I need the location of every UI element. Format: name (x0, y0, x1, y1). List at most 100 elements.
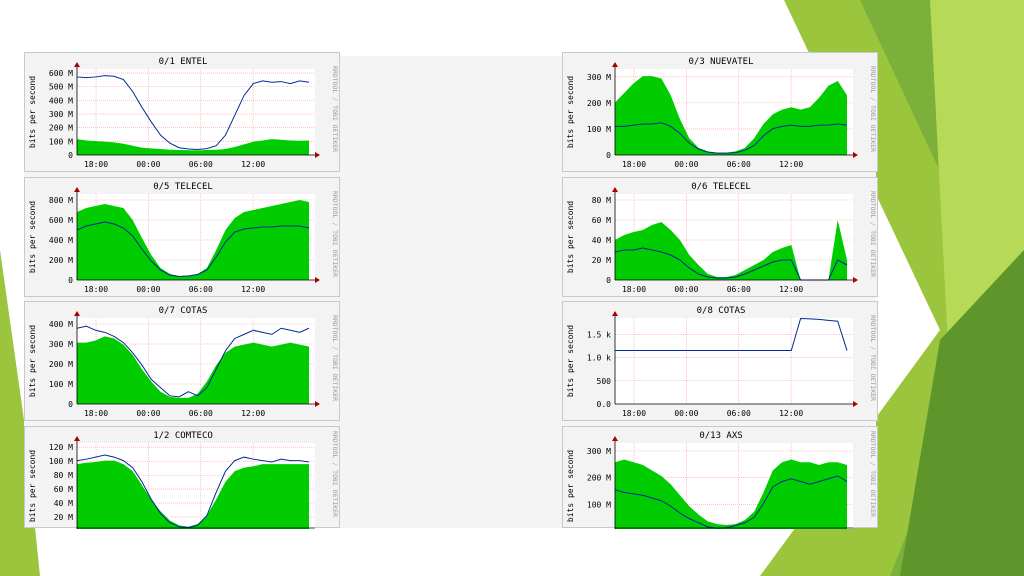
y-axis-arrow (74, 187, 80, 192)
graph-title: 0/6 TELECEL (691, 182, 751, 192)
graph-canvas: 1/2 COMTECO bits per second RRDTOOL / TOBI… (28, 431, 339, 529)
x-tick-label: 12:00 (779, 160, 803, 169)
rrdtool-credit: RRDTOOL / TOBI OETIKER (869, 431, 877, 517)
x-tick-label: 12:00 (779, 285, 803, 294)
y-axis-label: bits per second (566, 450, 575, 522)
inbound-area (77, 200, 309, 280)
traffic-graph: 0/7 COTAS bits per second RRDTOOL / TOBI O… (24, 301, 340, 421)
y-axis-label: bits per second (28, 201, 37, 273)
graph-title: 0/5 TELECEL (153, 182, 213, 192)
inbound-area (615, 220, 847, 280)
graph-title: 0/7 COTAS (159, 306, 208, 316)
y-tick-label: 200 M (49, 360, 73, 369)
y-tick-label: 0.0 (597, 400, 612, 409)
y-axis-label: bits per second (28, 76, 37, 148)
x-tick-label: 18:00 (84, 409, 108, 418)
graph-title: 1/2 COMTECO (153, 431, 213, 441)
x-tick-label: 12:00 (779, 409, 803, 418)
y-tick-label: 0 (68, 276, 73, 285)
y-axis-arrow (74, 62, 80, 67)
rrdtool-credit: RRDTOOL / TOBI OETIKER (331, 315, 339, 401)
x-tick-label: 00:00 (136, 409, 160, 418)
x-tick-label: 12:00 (241, 160, 265, 169)
graph-canvas: 0/5 TELECEL bits per second RRDTOOL / TOBI… (28, 182, 339, 294)
inbound-area (615, 459, 847, 529)
y-tick-label: 400 M (49, 320, 73, 329)
y-axis-arrow (74, 436, 80, 441)
y-tick-label: 300 M (587, 73, 611, 82)
x-tick-label: 18:00 (84, 160, 108, 169)
y-tick-label: 500 M (49, 83, 73, 92)
traffic-graph: 0/1 ENTEL bits per second RRDTOOL / TOBI O… (24, 52, 340, 172)
x-tick-label: 06:00 (727, 409, 751, 418)
outbound-line (614, 475, 848, 529)
y-axis-arrow (612, 62, 618, 67)
y-tick-label: 400 M (49, 236, 73, 245)
y-tick-label: 0 (68, 151, 73, 160)
plot-area (615, 318, 853, 404)
y-axis-label: bits per second (28, 450, 37, 522)
graph-canvas: 0/13 AXS bits per second RRDTOOL / TOBI OE… (566, 431, 877, 529)
y-tick-label: 0 (606, 276, 611, 285)
graph-title: 0/8 COTAS (697, 306, 746, 316)
x-tick-label: 00:00 (136, 285, 160, 294)
traffic-graph: 0/6 TELECEL bits per second RRDTOOL / TOBI… (562, 177, 878, 297)
traffic-graph: 0/3 NUEVATEL bits per second RRDTOOL / TOB… (562, 52, 878, 172)
inbound-area (77, 460, 309, 529)
y-axis-arrow (612, 311, 618, 316)
y-tick-label: 200 M (49, 256, 73, 265)
outbound-line (615, 317, 848, 352)
y-tick-label: 800 M (49, 196, 73, 205)
y-axis-arrow (74, 311, 80, 316)
y-tick-label: 60 M (54, 485, 73, 494)
y-axis-label: bits per second (566, 76, 575, 148)
y-tick-label: 100 M (49, 380, 73, 389)
graph-canvas: 0/6 TELECEL bits per second RRDTOOL / TOBI… (566, 182, 877, 294)
y-tick-label: 60 M (592, 216, 611, 225)
rrdtool-credit: RRDTOOL / TOBI OETIKER (331, 66, 339, 152)
y-tick-label: 20 M (592, 256, 611, 265)
y-axis-arrow (612, 436, 618, 441)
x-axis-arrow (853, 401, 858, 407)
x-tick-label: 18:00 (84, 285, 108, 294)
y-axis-label: bits per second (566, 201, 575, 273)
graph-canvas: 0/3 NUEVATEL bits per second RRDTOOL / TOB… (566, 57, 877, 169)
traffic-graph: 0/13 AXS bits per second RRDTOOL / TOBI OE… (562, 426, 878, 529)
y-tick-label: 0 (606, 151, 611, 160)
inbound-area (615, 76, 847, 155)
graph-title: 0/3 NUEVATEL (688, 57, 753, 67)
y-tick-label: 100 M (587, 500, 611, 509)
y-tick-label: 400 M (49, 96, 73, 105)
x-tick-label: 06:00 (727, 160, 751, 169)
y-tick-label: 80 M (592, 196, 611, 205)
y-tick-label: 120 M (49, 443, 73, 452)
y-tick-label: 20 M (54, 513, 73, 522)
x-tick-label: 06:00 (189, 409, 213, 418)
rrdtool-credit: RRDTOOL / TOBI OETIKER (869, 191, 877, 277)
y-tick-label: 1.0 k (587, 354, 611, 363)
x-tick-label: 12:00 (241, 285, 265, 294)
rrdtool-credit: RRDTOOL / TOBI OETIKER (331, 431, 339, 517)
x-axis-arrow (315, 277, 320, 283)
y-tick-label: 1.5 k (587, 330, 611, 339)
x-axis-arrow (315, 401, 320, 407)
rrdtool-credit: RRDTOOL / TOBI OETIKER (869, 315, 877, 401)
graph-canvas: 0/1 ENTEL bits per second RRDTOOL / TOBI O… (28, 57, 339, 169)
y-tick-label: 300 M (49, 110, 73, 119)
graph-title: 0/1 ENTEL (159, 57, 208, 67)
inbound-area (77, 336, 309, 404)
y-axis-label: bits per second (566, 325, 575, 397)
rrdtool-credit: RRDTOOL / TOBI OETIKER (331, 191, 339, 277)
outbound-line (76, 221, 310, 278)
y-tick-label: 500 (597, 377, 612, 386)
y-tick-label: 0 (68, 400, 73, 409)
rrdtool-credit: RRDTOOL / TOBI OETIKER (869, 66, 877, 152)
x-tick-label: 18:00 (622, 409, 646, 418)
x-tick-label: 18:00 (622, 285, 646, 294)
x-tick-label: 00:00 (674, 409, 698, 418)
y-tick-label: 40 M (54, 499, 73, 508)
graph-canvas: 0/8 COTAS bits per second RRDTOOL / TOBI O… (566, 306, 877, 418)
traffic-graph: 0/8 COTAS bits per second RRDTOOL / TOBI O… (562, 301, 878, 421)
y-tick-label: 200 M (587, 99, 611, 108)
x-tick-label: 00:00 (674, 285, 698, 294)
